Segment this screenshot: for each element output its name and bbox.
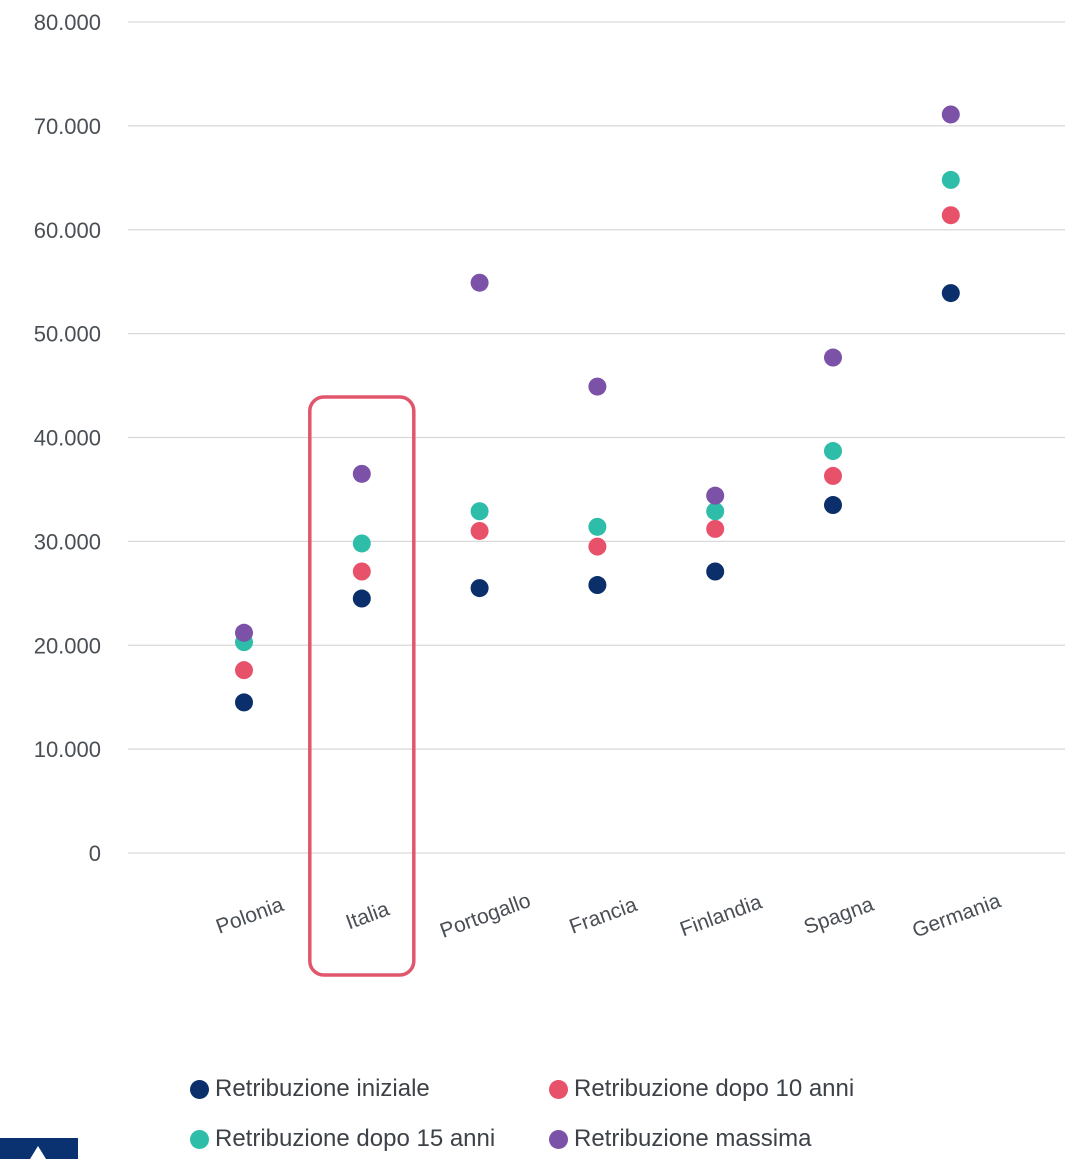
point-s3-finlandia[interactable]: [706, 486, 725, 505]
legend-label: Retribuzione massima: [574, 1125, 812, 1152]
x-axis-ticks: Polonia Italia Portogallo Francia Finlandia S…: [213, 889, 1004, 943]
logo: [0, 1138, 78, 1159]
point-s0-portogallo[interactable]: [470, 579, 489, 598]
scatter-chart: 0 10.000 20.000 30.000 40.000 50.000 60.000 70.…: [34, 10, 1065, 977]
point-s3-italia[interactable]: [352, 464, 371, 483]
point-s0-francia[interactable]: [588, 576, 607, 595]
point-s2-portogallo[interactable]: [470, 502, 489, 521]
point-s2-francia[interactable]: [588, 517, 607, 536]
point-s1-francia[interactable]: [588, 537, 607, 556]
x-tick-label-germania: Germania: [909, 889, 1004, 942]
y-tick-label: 10.000: [34, 737, 101, 762]
highlight-box-italia: [308, 395, 416, 977]
legend-item-retribuzione-dopo-15-anni[interactable]: Retribuzione dopo 15 anni: [190, 1125, 495, 1153]
gridlines: [128, 21, 1065, 854]
legend-label: Retribuzione dopo 10 anni: [574, 1075, 855, 1102]
data-points: [235, 105, 960, 712]
point-s1-polonia[interactable]: [235, 661, 253, 680]
point-s3-spagna[interactable]: [824, 348, 842, 367]
legend-label: Retribuzione iniziale: [215, 1075, 430, 1102]
point-s0-spagna[interactable]: [824, 496, 842, 515]
point-s2-germania[interactable]: [941, 170, 960, 189]
point-s1-portogallo[interactable]: [470, 521, 489, 540]
y-tick-label: 0: [89, 841, 101, 866]
point-s0-italia[interactable]: [352, 589, 371, 608]
y-tick-label: 40.000: [34, 426, 101, 451]
y-tick-label: 60.000: [34, 218, 101, 243]
y-tick-label: 20.000: [34, 633, 101, 658]
legend-item-retribuzione-iniziale[interactable]: Retribuzione iniziale: [190, 1075, 430, 1103]
legend-swatch: [190, 1129, 209, 1149]
point-s2-spagna[interactable]: [824, 442, 842, 461]
x-tick-label-spagna: Spagna: [801, 893, 877, 939]
point-s3-germania[interactable]: [941, 105, 960, 124]
y-tick-label: 70.000: [34, 114, 101, 139]
legend-item-retribuzione-massima[interactable]: Retribuzione massima: [549, 1125, 811, 1153]
point-s3-polonia[interactable]: [235, 623, 253, 642]
point-s2-finlandia[interactable]: [706, 502, 725, 521]
legend-swatch: [549, 1079, 568, 1099]
point-s0-germania[interactable]: [941, 284, 960, 303]
point-s1-germania[interactable]: [941, 206, 960, 225]
x-tick-label-polonia: Polonia: [213, 893, 287, 939]
x-tick-label-italia: Italia: [343, 897, 393, 934]
y-tick-label: 80.000: [34, 10, 101, 35]
point-s2-italia[interactable]: [352, 534, 371, 553]
x-tick-label-francia: Francia: [566, 893, 640, 939]
x-tick-label-portogallo: Portogallo: [437, 889, 534, 943]
logo-mark-icon: [30, 1146, 46, 1159]
y-tick-label: 30.000: [34, 529, 101, 554]
point-s0-finlandia[interactable]: [706, 562, 725, 581]
legend-swatch: [549, 1129, 568, 1149]
point-s1-spagna[interactable]: [824, 466, 842, 485]
point-s1-finlandia[interactable]: [706, 519, 725, 538]
point-s3-portogallo[interactable]: [470, 273, 489, 292]
point-s3-francia[interactable]: [588, 377, 607, 396]
legend-swatch: [190, 1079, 209, 1099]
point-s0-polonia[interactable]: [235, 693, 253, 712]
x-tick-label-finlandia: Finlandia: [677, 890, 765, 941]
legend-label: Retribuzione dopo 15 anni: [215, 1125, 496, 1152]
legend-item-retribuzione-dopo-10-anni[interactable]: Retribuzione dopo 10 anni: [549, 1075, 854, 1103]
point-s1-italia[interactable]: [352, 562, 371, 581]
y-tick-label: 50.000: [34, 322, 101, 347]
y-axis-ticks: 0 10.000 20.000 30.000 40.000 50.000 60.000 70.…: [34, 10, 101, 866]
